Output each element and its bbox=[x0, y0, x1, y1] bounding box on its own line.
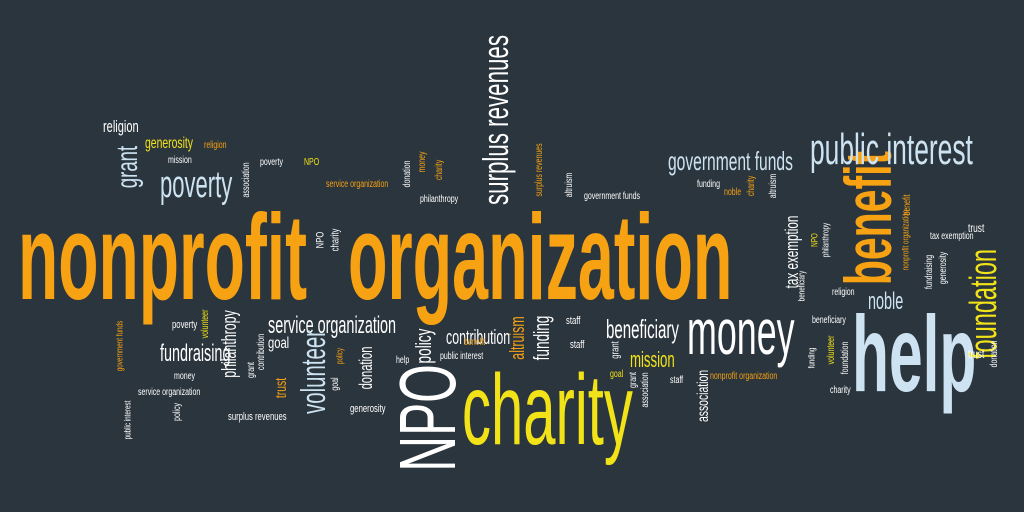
word-staff-3: staff bbox=[670, 375, 684, 386]
word-npo-large: NPO bbox=[383, 364, 472, 472]
word-goal-yellow: goal bbox=[610, 369, 624, 380]
word-service-organization-left: service organization bbox=[138, 387, 201, 398]
word-government-funds-small: government funds bbox=[584, 191, 641, 202]
word-philanthropy-small: philanthropy bbox=[420, 194, 459, 205]
word-altruism-tiny: altruism bbox=[768, 173, 779, 199]
word-surplus-revenues-left: surplus revenues bbox=[228, 411, 287, 423]
word-service-organization-small: service organization bbox=[326, 179, 389, 190]
word-charity-small: charity bbox=[434, 159, 445, 181]
word-policy-left: policy bbox=[172, 403, 183, 421]
word-foundation-vert: foundation bbox=[840, 341, 851, 375]
word-money-small: money bbox=[417, 151, 428, 173]
word-mission: mission bbox=[630, 347, 675, 372]
word-money: money bbox=[687, 296, 795, 368]
word-surplus-revenues-small: surplus revenues bbox=[534, 143, 545, 197]
word-religion: religion bbox=[103, 117, 139, 136]
word-goal-small: goal bbox=[330, 377, 341, 391]
word-public-interest: public interest bbox=[810, 125, 973, 174]
word-benefit-tiny: benefit bbox=[902, 194, 913, 216]
word-government-funds: government funds bbox=[668, 146, 793, 176]
word-beneficiary-right: beneficiary bbox=[812, 315, 846, 326]
word-funding: funding bbox=[529, 315, 554, 361]
word-public-interest-mid: public interest bbox=[440, 351, 484, 362]
word-noble-small: noble bbox=[724, 187, 742, 198]
word-association-mid: association bbox=[640, 372, 651, 408]
word-help: help bbox=[852, 293, 977, 414]
word-government-funds-left: government funds bbox=[114, 320, 125, 372]
word-policy-small: policy bbox=[334, 347, 345, 365]
word-volunteer-right: volunteer bbox=[826, 335, 837, 365]
word-generosity: generosity bbox=[145, 135, 193, 152]
word-fundraising: fundraising bbox=[160, 340, 231, 367]
word-donation-right: donation bbox=[989, 340, 1000, 368]
word-donation-small: donation bbox=[402, 160, 413, 188]
word-poverty: poverty bbox=[160, 164, 233, 206]
word-service-organization: service organization bbox=[268, 312, 397, 339]
word-goal: goal bbox=[268, 335, 290, 352]
word-npo-mid: NPO bbox=[314, 231, 327, 249]
word-public-interest-left: public interest bbox=[122, 400, 133, 440]
word-association-large: association bbox=[695, 369, 712, 423]
word-noble: noble bbox=[868, 288, 904, 315]
word-volunteer-left: volunteer bbox=[200, 309, 211, 339]
word-help-small: help bbox=[396, 355, 410, 366]
word-grant: grant bbox=[111, 145, 144, 189]
word-staff-2: staff bbox=[570, 339, 585, 351]
word-surplus-revenues: surplus revenues bbox=[475, 35, 516, 205]
word-generosity-bottom: generosity bbox=[350, 403, 386, 415]
word-organization: organization bbox=[348, 189, 733, 325]
word-trust-right: trust bbox=[968, 347, 985, 361]
word-volunteer: volunteer bbox=[295, 330, 333, 414]
word-charity-mid: charity bbox=[329, 228, 342, 252]
word-fundraising-generosity: fundraising bbox=[924, 254, 935, 290]
word-association: association bbox=[241, 162, 252, 198]
word-philanthropy-tiny: philanthropy bbox=[820, 222, 831, 258]
word-poverty-small: poverty bbox=[260, 157, 283, 168]
word-nonprofit: nonprofit bbox=[18, 189, 308, 325]
word-religion-right: religion bbox=[832, 287, 855, 298]
word-contribution: contribution bbox=[446, 327, 511, 349]
word-policy: policy bbox=[411, 328, 436, 364]
word-altruism-small: altruism bbox=[564, 172, 575, 198]
word-charity-tiny: charity bbox=[746, 175, 757, 197]
word-tax-exemption-small: tax exemption bbox=[930, 231, 974, 242]
word-beneficiary: beneficiary bbox=[606, 314, 679, 344]
word-npo-tiny: NPO bbox=[809, 233, 820, 247]
word-npo-small: NPO bbox=[304, 157, 320, 168]
word-trust: trust bbox=[273, 377, 290, 399]
word-trust-small: trust bbox=[968, 221, 985, 235]
word-donation: donation bbox=[356, 346, 376, 390]
word-poverty-left: poverty bbox=[172, 319, 198, 331]
word-funding-small: funding bbox=[697, 179, 720, 190]
word-nonprofit-organization-small: nonprofit organization bbox=[710, 371, 778, 382]
word-funding-vert: funding bbox=[806, 347, 817, 369]
word-beneficiary-vert: beneficiary bbox=[796, 270, 807, 302]
word-benefit-small: benefit bbox=[464, 337, 486, 348]
word-staff-1: staff bbox=[566, 315, 581, 327]
word-money-left: money bbox=[174, 371, 196, 382]
word-generosity-tiny: generosity bbox=[938, 251, 949, 285]
word-charity: charity bbox=[462, 354, 633, 466]
word-grant-small: grant bbox=[628, 372, 639, 388]
word-charity-right: charity bbox=[830, 385, 851, 396]
word-contribution-left: contribution bbox=[256, 333, 267, 371]
word-religion-small: religion bbox=[204, 140, 227, 151]
word-grant-mid: grant bbox=[609, 341, 622, 359]
word-altruism: altruism bbox=[507, 316, 529, 360]
word-mission: mission bbox=[168, 155, 192, 166]
word-nonprofit-organization-tiny: nonprofit organization bbox=[900, 209, 911, 271]
